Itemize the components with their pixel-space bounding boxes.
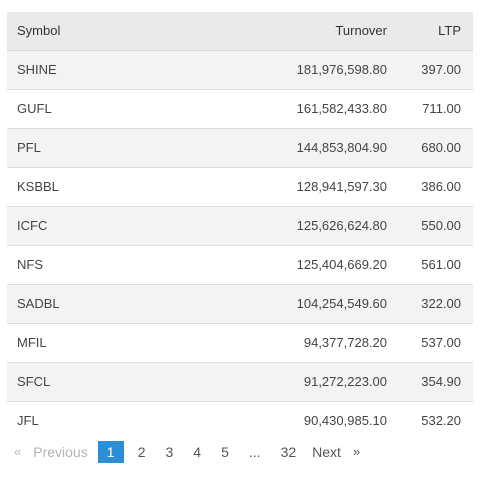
table-row: GUFL 161,582,433.80 711.00	[7, 88, 473, 128]
table-row: SADBL 104,254,549.60 322.00	[7, 283, 473, 323]
cell-turnover: 125,404,669.20	[177, 244, 399, 284]
cell-ltp: 354.90	[399, 361, 473, 401]
previous-button[interactable]: Previous	[33, 444, 88, 460]
cell-turnover: 181,976,598.80	[177, 49, 399, 89]
cell-turnover: 90,430,985.10	[177, 400, 399, 440]
cell-turnover: 161,582,433.80	[177, 88, 399, 128]
page-button-4[interactable]: 4	[193, 444, 202, 460]
cell-symbol: GUFL	[7, 88, 177, 128]
turnover-table: Symbol Turnover LTP SHINE 181,976,598.80…	[7, 12, 473, 440]
cell-ltp: 397.00	[399, 49, 473, 89]
cell-ltp: 322.00	[399, 283, 473, 323]
table-row: SFCL 91,272,223.00 354.90	[7, 361, 473, 401]
table-row: MFIL 94,377,728.20 537.00	[7, 322, 473, 362]
cell-symbol: SHINE	[7, 49, 177, 89]
cell-symbol: PFL	[7, 127, 177, 167]
table-row: JFL 90,430,985.10 532.20	[7, 400, 473, 440]
cell-ltp: 550.00	[399, 205, 473, 245]
cell-turnover: 128,941,597.30	[177, 166, 399, 206]
cell-symbol: ICFC	[7, 205, 177, 245]
next-arrow-icon[interactable]: »	[352, 444, 361, 459]
next-button[interactable]: Next	[312, 444, 341, 460]
table-row: NFS 125,404,669.20 561.00	[7, 244, 473, 284]
cell-symbol: NFS	[7, 244, 177, 284]
cell-turnover: 104,254,549.60	[177, 283, 399, 323]
cell-ltp: 680.00	[399, 127, 473, 167]
page-button-3[interactable]: 3	[165, 444, 174, 460]
table-row: SHINE 181,976,598.80 397.00	[7, 49, 473, 89]
page-button-2[interactable]: 2	[137, 444, 146, 460]
cell-symbol: SFCL	[7, 361, 177, 401]
column-header-symbol[interactable]: Symbol	[7, 12, 177, 51]
cell-ltp: 711.00	[399, 88, 473, 128]
page-button-5[interactable]: 5	[221, 444, 229, 460]
pagination: « Previous 1 2 3 4 5 ... 32 Next »	[8, 441, 366, 463]
cell-ltp: 532.20	[399, 400, 473, 440]
page-button-1[interactable]: 1	[97, 441, 124, 463]
cell-ltp: 561.00	[399, 244, 473, 284]
table-row: ICFC 125,626,624.80 550.00	[7, 205, 473, 245]
previous-arrow-icon: «	[14, 444, 22, 459]
column-header-turnover[interactable]: Turnover	[177, 12, 399, 51]
cell-ltp: 386.00	[399, 166, 473, 206]
column-header-ltp[interactable]: LTP	[399, 12, 473, 51]
pagination-ellipsis: ...	[248, 444, 261, 460]
cell-symbol: MFIL	[7, 322, 177, 362]
table-row: KSBBL 128,941,597.30 386.00	[7, 166, 473, 206]
cell-turnover: 144,853,804.90	[177, 127, 399, 167]
cell-turnover: 91,272,223.00	[177, 361, 399, 401]
cell-symbol: SADBL	[7, 283, 177, 323]
cell-symbol: JFL	[7, 400, 177, 440]
turnover-table-container: Symbol Turnover LTP SHINE 181,976,598.80…	[7, 12, 473, 440]
cell-turnover: 94,377,728.20	[177, 322, 399, 362]
table-row: PFL 144,853,804.90 680.00	[7, 127, 473, 167]
cell-symbol: KSBBL	[7, 166, 177, 206]
cell-ltp: 537.00	[399, 322, 473, 362]
table-header-row: Symbol Turnover LTP	[7, 12, 473, 51]
page-button-32[interactable]: 32	[280, 444, 297, 460]
cell-turnover: 125,626,624.80	[177, 205, 399, 245]
